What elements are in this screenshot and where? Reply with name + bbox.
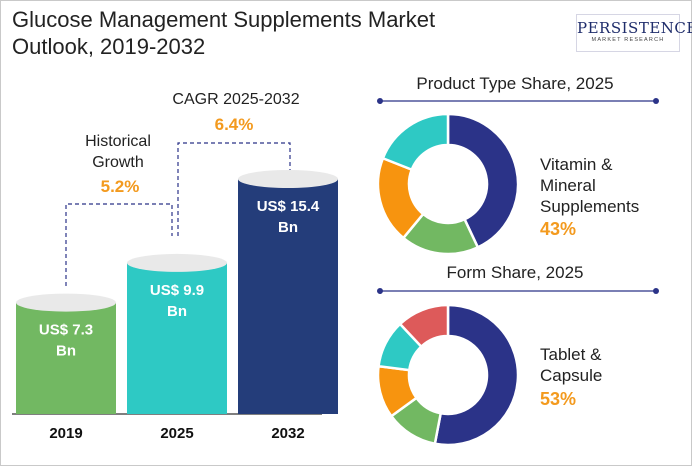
donut-slice [433,303,520,447]
bar-value-unit: Bn [56,343,76,360]
product-callout-value: 43% [540,219,576,239]
product-callout-line-2: Mineral [540,176,596,195]
bar-cap [127,253,227,272]
bar-body [16,302,116,414]
bar-2019: US$ 7.3 Bn [16,293,116,414]
bar-body [238,179,338,414]
cagr-value: 6.4% [215,115,254,134]
form-share-title: Form Share, 2025 [446,263,583,282]
title-line-2: Outlook, 2019-2032 [12,34,206,59]
bar-cap [238,170,338,188]
title-line-1: Glucose Management Supplements Market [12,7,436,32]
bar-value-label: US$ 7.3 [39,322,93,339]
historical-growth-value: 5.2% [101,177,140,196]
cagr-connector [177,142,291,236]
form-share-donut [376,303,520,447]
product-type-title: Product Type Share, 2025 [416,74,613,93]
x-tick-label: 2019 [49,425,82,442]
bar-2025: US$ 9.9 Bn [127,253,227,414]
historical-growth-connector [65,203,173,286]
donut-slice [381,112,450,172]
bar-cap [16,293,116,312]
bar-2032: US$ 15.4 Bn [238,170,338,414]
divider-dot-left [377,288,383,294]
donut-slice [398,303,450,349]
product-type-donut [376,112,520,256]
bar-value-label: US$ 9.9 [150,282,204,299]
form-callout-value: 53% [540,389,576,409]
bar-value-label: US$ 15.4 [257,198,320,215]
historical-label-line-2: Growth [92,154,144,171]
product-callout-line-1: Vitamin & [540,155,613,174]
bar-body [127,262,227,414]
bar-value-unit: Bn [167,303,187,320]
logo-name: PERSISTENCE [577,19,692,37]
logo-tagline: MARKET RESEARCH [591,37,665,43]
donut-slice [446,112,520,250]
divider-dot-right [653,288,659,294]
x-tick-label: 2025 [160,425,193,442]
chart-title: Glucose Management Supplements Market Ou… [12,6,512,60]
x-tick-label: 2032 [271,425,304,442]
historical-label-line-1: Historical [85,133,151,150]
bar-value-unit: Bn [278,219,298,236]
bar-chart: US$ 7.3 Bn 2019 US$ 9.9 Bn 2025 US$ 15.4 Bn 2032 [16,170,338,442]
divider-dot-left [377,98,383,104]
cagr-label: CAGR 2025-2032 [172,91,299,108]
product-callout-line-3: Supplements [540,197,639,216]
divider-dot-right [653,98,659,104]
form-callout-line-2: Capsule [540,366,602,385]
brand-logo: PERSISTENCE MARKET RESEARCH [576,14,692,52]
form-callout-line-1: Tablet & [540,345,602,364]
